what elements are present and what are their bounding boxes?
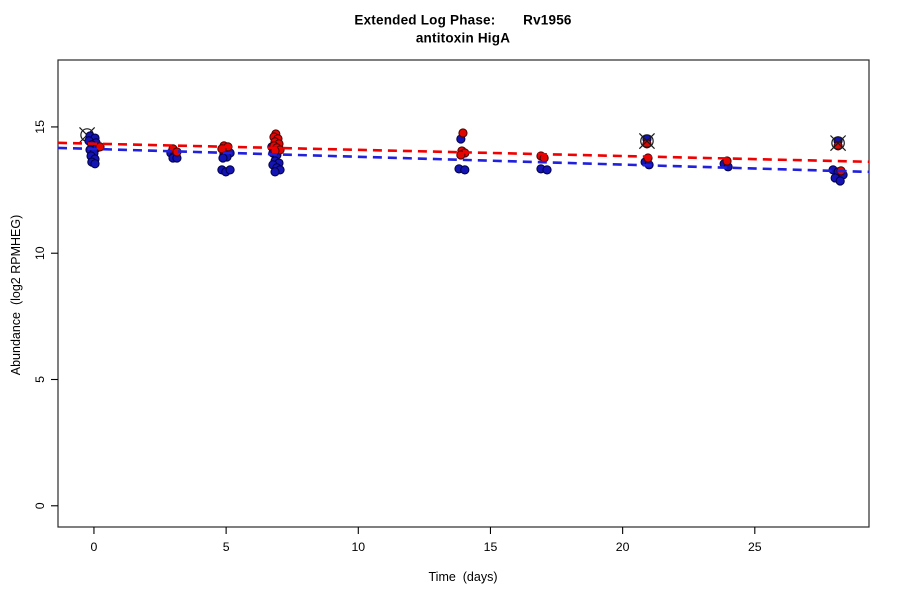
x-axis-tick-label: 5	[223, 540, 230, 554]
data-point-red-series	[643, 153, 653, 163]
plot-subtitle: antitoxin HigA	[415, 30, 511, 46]
y-axis-tick-label: 5	[33, 376, 47, 383]
blue-trend	[57, 146, 870, 174]
data-point-red-series	[833, 141, 843, 151]
points-layer	[84, 128, 848, 186]
y-axis-tick-label: 15	[33, 120, 47, 134]
outlier-marker-circle	[831, 136, 845, 150]
outlier-marker	[638, 133, 655, 150]
data-point-blue-series	[225, 165, 235, 175]
data-point-blue-series	[270, 167, 280, 177]
x-axis-tick-label: 20	[616, 540, 630, 554]
plot-title: Extended Log Phase: Rv1956	[354, 12, 572, 28]
data-point-blue-series	[542, 165, 552, 175]
data-point-blue-series	[835, 176, 845, 186]
data-point-blue-series	[90, 159, 100, 169]
outlier-marker-circle	[640, 134, 654, 148]
data-point-blue-series	[460, 165, 470, 175]
outlier-marker-cross	[830, 135, 847, 152]
red-trend	[57, 141, 870, 164]
plot-box	[57, 59, 870, 528]
x-axis-tick-label: 0	[91, 540, 98, 554]
y-axis-tick-label: 0	[33, 502, 47, 509]
data-point-red-series	[642, 139, 652, 149]
x-axis-tick-label: 10	[351, 540, 365, 554]
front-marker-layer	[638, 133, 847, 152]
outlier-marker-cross	[638, 133, 655, 150]
trend-line-layer	[57, 141, 870, 174]
y-axis-label: Abundance (log2 RPMHEG)	[9, 214, 23, 376]
outlier-marker	[830, 135, 847, 152]
x-axis-tick-label: 25	[748, 540, 762, 554]
data-point-red-series	[95, 142, 105, 152]
data-point-red-series	[458, 128, 468, 138]
x-axis-tick-label: 15	[484, 540, 498, 554]
axes-layer: 0 5 10 15 20 25 0 5 10 15	[33, 120, 762, 554]
x-axis-label: Time (days)	[428, 570, 498, 584]
y-axis-tick-label: 10	[33, 246, 47, 260]
data-point-blue-series	[218, 153, 228, 163]
